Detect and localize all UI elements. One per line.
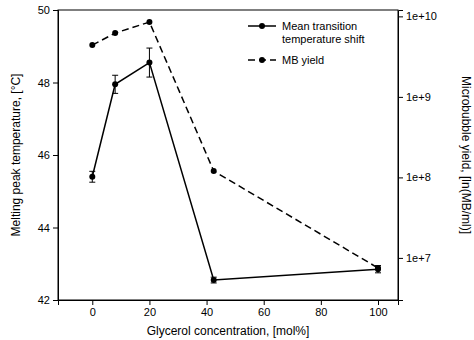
tick: 48 [38,77,58,89]
legend-marker [259,23,265,29]
x-axis: 0 20 40 60 80 100 [59,300,399,318]
tick-label: 80 [315,306,327,318]
tick: 42 [38,294,58,306]
tick-label: 60 [258,306,270,318]
legend-item: MB yield [248,54,324,66]
tick-label: 20 [144,306,156,318]
point [146,60,152,66]
tick-label: 46 [38,149,50,161]
legend: Mean transitiontemperature shift MB yield [248,20,365,66]
tick: 46 [38,149,58,161]
y2-axis-title: Microbubble yield, [ln(MB/ml)] [459,76,473,234]
tick-mark [207,300,208,305]
legend-item: Mean transitiontemperature shift [248,20,365,45]
tick: 100 [369,300,387,318]
tick-mark [53,10,58,11]
error-bar [89,171,95,182]
tick-label: 40 [201,306,213,318]
axis-line [59,301,399,306]
tick: 60 [258,300,270,318]
tick-label: 0 [90,306,96,318]
error-bar [211,277,217,283]
point [112,81,118,87]
error-bar [146,48,152,77]
tick: 1e+7 [398,252,431,264]
tick-label: 1e+10 [406,10,437,22]
tick-label: 100 [369,306,387,318]
error-bar [375,266,381,273]
legend-marker [259,57,265,63]
tick-label: 44 [38,222,50,234]
series-line [92,22,378,268]
tick-mark [398,177,403,178]
point [89,174,95,180]
tick: 1e+10 [398,10,437,22]
tick-mark [53,228,58,229]
tick-mark [53,83,58,84]
tick-label: 1e+8 [406,171,431,183]
legend-label: MB yield [282,54,324,66]
axis-line [399,11,404,301]
tick-mark [398,97,403,98]
tick-label: 1e+9 [406,91,431,103]
tick: 44 [38,222,58,234]
tick-label: 42 [38,294,50,306]
series-line [92,63,378,280]
marks [89,19,381,283]
tick: 1e+9 [398,91,431,103]
tick-label: 1e+7 [406,252,431,264]
tick: 0 [90,300,96,318]
tick: 40 [201,300,213,318]
tick-mark [398,16,403,17]
x-axis-title: Glycerol concentration, [mol%] [147,324,310,338]
y-axis: 42 44 46 48 50 [38,4,59,306]
point [112,30,118,36]
tick-mark [53,155,58,156]
tick-label: 50 [38,4,50,16]
chart: 0 20 40 60 80 100 42 44 46 48 50 1e+7 1e+8 1e+9 1e+10 G… [0,0,474,340]
tick-mark [149,300,150,305]
point [146,19,152,25]
point [89,42,95,48]
y-axis-title: Melting peak temperature, [°C] [9,74,23,237]
tick-mark [264,300,265,305]
axis-line [53,11,59,301]
tick-mark [53,300,58,301]
error-bar [112,75,118,93]
tick: 50 [38,4,58,16]
tick-mark [398,258,403,259]
tick-mark [321,300,322,305]
point [211,168,217,174]
tick: 20 [144,300,156,318]
tick: 1e+8 [398,171,431,183]
plot: 0 20 40 60 80 100 42 44 46 48 50 1e+7 1e+8 1e+9 1e+10 G… [9,4,473,338]
tick-mark [378,300,379,305]
tick-mark [92,300,93,305]
point [211,277,217,283]
y2-axis: 1e+7 1e+8 1e+9 1e+10 [398,10,437,300]
tick: 80 [315,300,327,318]
tick-label: 48 [38,77,50,89]
legend-label: Mean transitiontemperature shift [282,20,365,45]
point [375,265,381,271]
plot-frame [58,10,398,300]
